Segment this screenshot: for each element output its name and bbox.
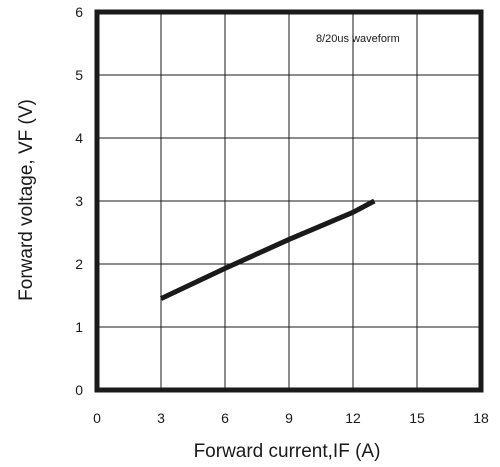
x-tick-label: 15 [409,410,425,426]
y-tick-labels: 0 1 2 3 4 5 6 [75,4,83,398]
y-tick-label: 5 [75,67,83,83]
x-axis-title: Forward current,IF (A) [194,441,381,462]
y-tick-label: 2 [75,256,83,272]
y-tick-label: 3 [75,193,83,209]
x-tick-label: 12 [345,410,361,426]
x-tick-labels: 0 3 6 9 12 15 18 [93,410,489,426]
x-tick-label: 0 [93,410,101,426]
y-axis-title: Forward voltage, VF (V) [16,99,37,301]
series-layer [159,198,376,301]
y-tick-label: 0 [75,382,83,398]
annotation-label: 8/20us waveform [316,33,400,45]
y-tick-label: 1 [75,319,83,335]
grid-lines [97,12,481,390]
series-line-1 [159,198,376,301]
x-tick-label: 18 [473,410,489,426]
y-tick-label: 4 [75,130,83,146]
x-tick-label: 6 [221,410,229,426]
plot-frame [94,9,484,393]
x-tick-label: 9 [285,410,293,426]
y-tick-label: 6 [75,4,83,20]
x-tick-label: 3 [157,410,165,426]
